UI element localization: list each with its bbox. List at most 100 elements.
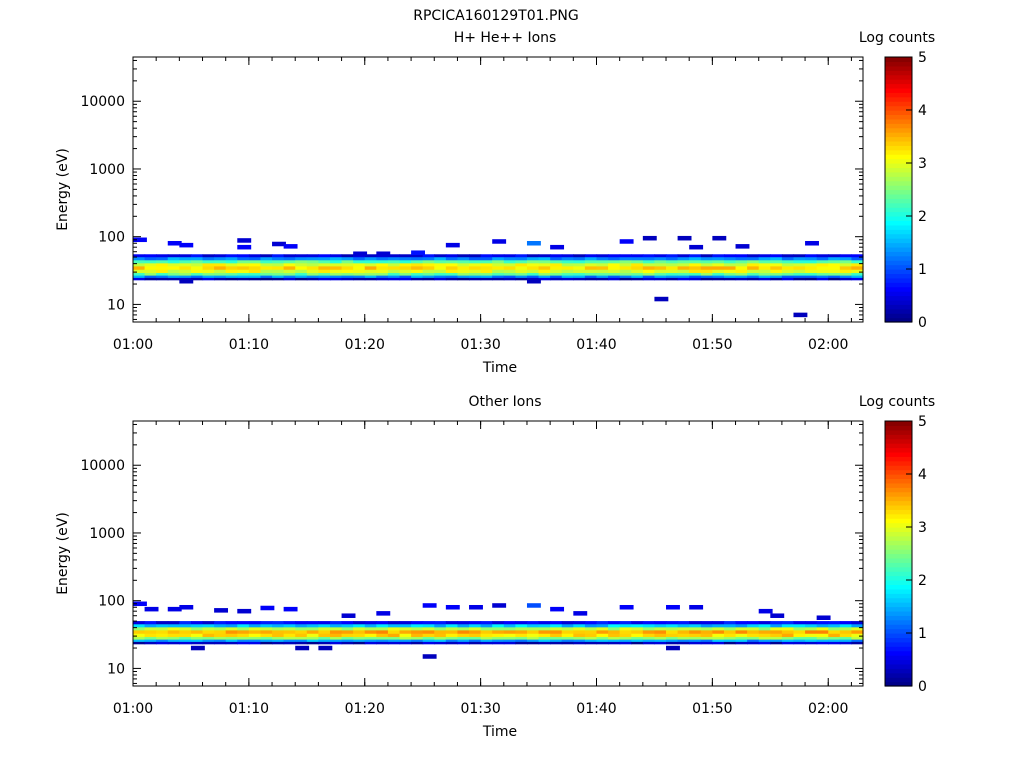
heatmap-cell <box>318 277 331 281</box>
colorbar-segment <box>885 668 912 674</box>
heatmap-cell <box>341 621 354 625</box>
heatmap-cell <box>434 259 447 264</box>
heatmap-cell <box>793 272 806 276</box>
heatmap-cell <box>700 272 713 276</box>
heatmap-cell <box>399 621 412 625</box>
heatmap-band <box>133 254 864 281</box>
heatmap-cell <box>364 641 377 645</box>
heatmap-cell <box>584 629 598 634</box>
heatmap-cell <box>469 272 482 276</box>
colorbar-segment <box>885 425 912 431</box>
heatmap-cell <box>631 639 644 642</box>
colorbar-segment <box>885 101 912 107</box>
heatmap-cell <box>712 629 725 634</box>
heatmap-cell <box>712 272 725 276</box>
heatmap-cell <box>318 641 331 645</box>
heatmap-cell <box>225 265 238 270</box>
colorbar-segment <box>885 269 912 275</box>
heatmap-cell <box>689 626 702 631</box>
heatmap-cell <box>747 277 760 281</box>
heatmap-cell <box>469 265 482 270</box>
heatmap-cell <box>654 265 667 270</box>
heatmap-cell <box>202 265 215 270</box>
colorbar-segment <box>885 185 912 191</box>
heatmap-cell <box>480 256 493 261</box>
heatmap-cell <box>329 633 343 638</box>
heatmap-cell <box>376 623 389 628</box>
heatmap-cell <box>167 275 180 278</box>
heatmap-cell <box>144 277 157 281</box>
heatmap-cell <box>689 639 702 642</box>
heatmap-cell <box>318 629 331 634</box>
heatmap-cell <box>272 256 285 261</box>
heatmap-cell <box>156 256 169 261</box>
heatmap-cell <box>608 626 621 631</box>
heatmap-cell <box>839 256 853 261</box>
heatmap-cell <box>584 275 598 278</box>
heatmap-point <box>237 244 252 250</box>
heatmap-cell <box>469 275 482 278</box>
heatmap-cell <box>631 269 644 274</box>
heatmap-cell <box>133 275 146 278</box>
heatmap-cell <box>179 623 192 628</box>
heatmap-cell <box>550 277 563 281</box>
colorbar-segment <box>885 286 912 292</box>
colorbar-segment <box>885 535 912 541</box>
heatmap-cell <box>654 639 667 642</box>
heatmap-cell <box>144 639 157 642</box>
heatmap-cell <box>561 626 574 631</box>
heatmap-cell <box>839 641 853 645</box>
heatmap-cell <box>457 639 470 642</box>
colorbar-segment <box>885 540 912 546</box>
heatmap-cell <box>329 641 343 645</box>
heatmap-cell <box>781 265 795 270</box>
x-tick-label: 01:00 <box>113 337 153 353</box>
colorbar-segment <box>885 149 912 155</box>
heatmap-cell <box>480 636 493 640</box>
heatmap-cell <box>677 254 690 258</box>
x-tick-label: 02:00 <box>808 337 848 353</box>
heatmap-point <box>167 240 182 246</box>
heatmap-cell <box>816 621 829 625</box>
colorbar-segment <box>885 447 912 453</box>
heatmap-cell <box>225 262 238 267</box>
heatmap-cell <box>190 633 204 638</box>
heatmap-cell <box>619 275 632 278</box>
heatmap-cell <box>839 277 853 281</box>
colorbar-segment <box>885 96 912 102</box>
heatmap-cell <box>793 621 806 625</box>
heatmap-cell <box>793 633 806 638</box>
heatmap-cell <box>805 262 818 267</box>
heatmap-cell <box>283 262 296 267</box>
colorbar-segment <box>885 251 912 257</box>
heatmap-cell <box>573 262 586 267</box>
heatmap-cell <box>272 636 285 640</box>
heatmap-cell <box>526 636 540 640</box>
y-tick-label: 10 <box>107 661 125 677</box>
heatmap-cell <box>619 639 632 642</box>
colorbar-frame <box>884 56 913 323</box>
heatmap-cell <box>341 639 354 642</box>
colorbar-segment <box>885 220 912 226</box>
colorbar-segment <box>885 304 912 310</box>
heatmap-cell <box>700 633 713 638</box>
heatmap-cell <box>295 265 308 270</box>
heatmap-cell <box>318 626 331 631</box>
heatmap-cell <box>608 277 621 281</box>
heatmap-cell <box>700 259 713 264</box>
colorbar-segment <box>885 500 912 506</box>
heatmap-cell <box>399 636 412 640</box>
heatmap-cell <box>758 639 771 642</box>
heatmap-cell <box>573 265 586 270</box>
colorbar-segment <box>885 619 912 625</box>
heatmap-cell <box>179 275 192 278</box>
heatmap-cell <box>272 272 285 276</box>
heatmap-cell <box>550 262 563 267</box>
heatmap-cell <box>411 269 424 274</box>
heatmap-point <box>816 615 831 621</box>
heatmap-cell <box>712 621 725 625</box>
heatmap-cell <box>237 641 250 645</box>
colorbar-tick-label: 5 <box>918 414 927 430</box>
heatmap-point <box>411 250 425 255</box>
heatmap-cell <box>805 623 818 628</box>
